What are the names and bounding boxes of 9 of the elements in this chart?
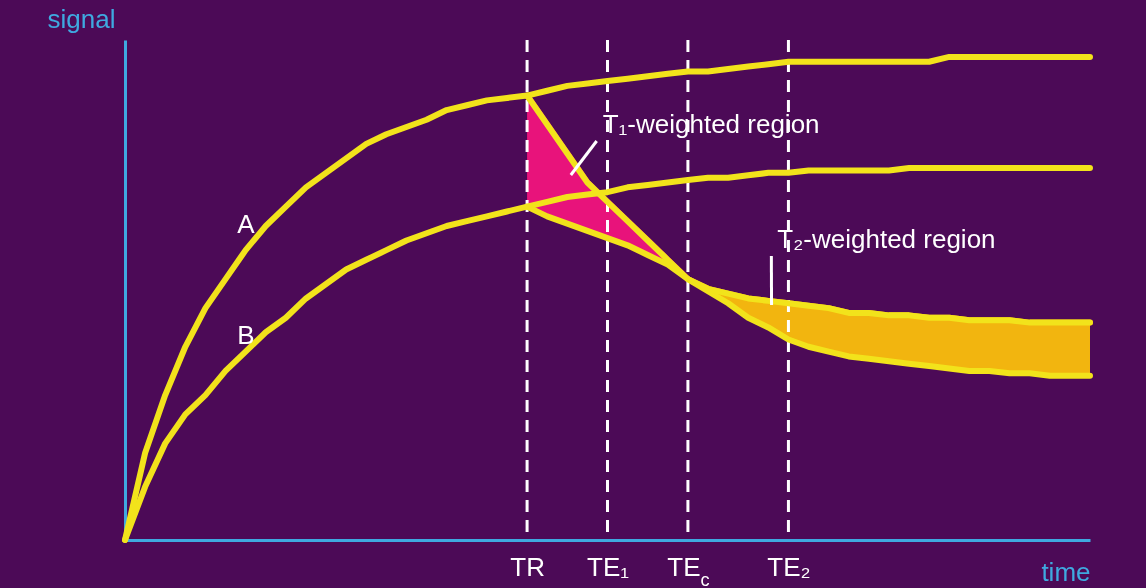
x-axis-title: time [1041,556,1091,587]
x-tick-label: TE$_{c}$ [667,551,710,588]
series-label: A [237,208,256,239]
x-tick-label: TR [510,551,545,582]
x-tick-label: TE₁ [587,551,630,582]
annotation: T₂-weighted region [777,224,996,254]
y-axis-title: signal [47,3,116,34]
x-tick-label: TE₂ [767,551,811,582]
series-label: B [237,319,255,350]
